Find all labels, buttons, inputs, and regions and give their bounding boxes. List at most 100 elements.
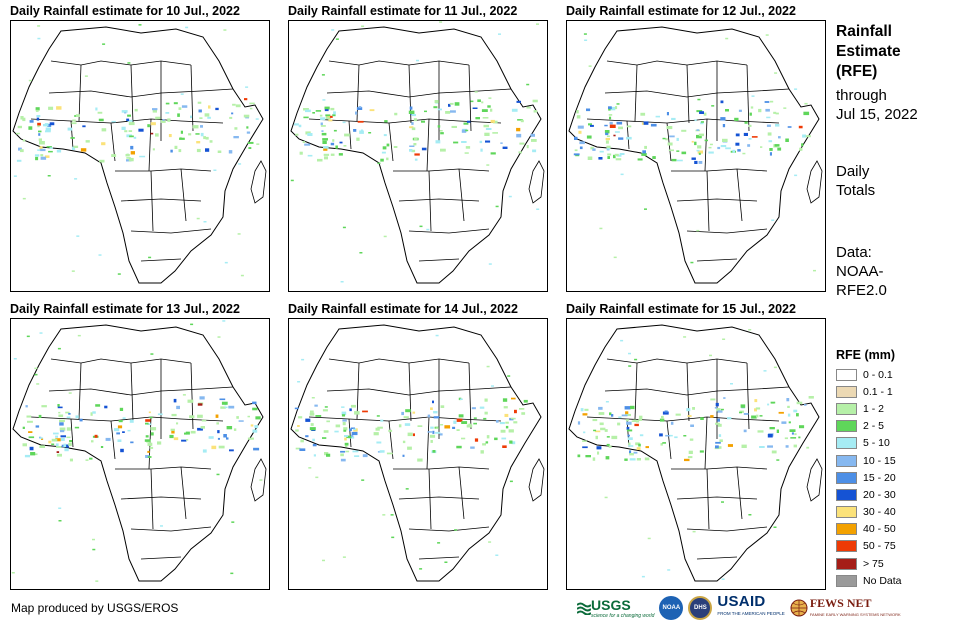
rainfall-cell — [773, 366, 777, 369]
rainfall-cell — [147, 442, 153, 446]
rainfall-cell — [168, 134, 172, 138]
rainfall-cell — [604, 130, 610, 134]
country-border — [190, 64, 194, 132]
rainfall-cell — [490, 119, 495, 123]
rainfall-cell — [298, 124, 302, 128]
rainfall-cell — [124, 130, 128, 133]
rainfall-cell — [226, 437, 229, 440]
rainfall-cell — [739, 411, 742, 414]
rainfall-cell — [344, 435, 348, 437]
rainfall-map — [288, 318, 548, 590]
rainfall-cell — [667, 569, 671, 571]
rainfall-cell — [793, 409, 798, 413]
rainfall-cell — [148, 411, 151, 414]
rainfall-cell — [309, 427, 316, 431]
legend-swatch — [836, 402, 857, 415]
rainfall-cell — [582, 440, 587, 442]
rainfall-cell — [326, 420, 330, 423]
coastline — [290, 26, 542, 284]
rainfall-cell — [473, 417, 477, 419]
rainfall-cell — [68, 392, 72, 394]
rainfall-cell — [748, 138, 752, 140]
rainfall-cell — [190, 115, 193, 119]
rainfall-cell — [64, 448, 69, 452]
rainfall-cell — [252, 407, 258, 411]
rainfall-cell — [27, 420, 33, 423]
through-date-value: Jul 15, 2022 — [836, 106, 918, 123]
rainfall-cell — [356, 107, 363, 110]
rainfall-cell — [407, 446, 412, 450]
rainfall-cell — [297, 381, 301, 383]
legend-label: 20 - 30 — [863, 488, 896, 501]
rainfall-cell — [748, 329, 752, 331]
rainfall-cell — [229, 116, 233, 119]
rainfall-cell — [526, 83, 530, 86]
rainfall-cell — [616, 103, 620, 105]
rainfall-cell — [228, 405, 235, 409]
rainfall-cell — [215, 414, 219, 418]
country-border — [398, 198, 480, 202]
rainfall-cell — [232, 103, 236, 106]
rainfall-cell — [486, 435, 490, 439]
country-border — [704, 118, 708, 172]
rainfall-cell — [368, 132, 372, 134]
rainfall-cell — [709, 354, 712, 357]
rainfall-cell — [51, 443, 55, 445]
rainfall-cell — [357, 120, 364, 123]
rainfall-cell — [480, 450, 484, 454]
rainfall-cell — [720, 145, 727, 148]
rainfall-cell — [196, 141, 201, 144]
rainfall-cell — [618, 137, 624, 140]
panel-title: Daily Rainfall estimate for 14 Jul., 202… — [288, 302, 518, 316]
rainfall-cell — [20, 116, 24, 120]
rainfall-cell — [188, 133, 192, 136]
rainfall-cell — [785, 445, 789, 448]
rainfall-cell — [133, 136, 137, 139]
rainfall-cell — [224, 406, 228, 409]
rainfall-cell — [343, 427, 348, 431]
rainfall-cell — [775, 112, 779, 115]
rainfall-cell — [676, 150, 680, 152]
rainfall-cell — [28, 431, 33, 433]
rainfall-cell — [255, 416, 261, 420]
rainfall-cell — [65, 444, 69, 448]
rainfall-cell — [437, 108, 442, 111]
rainfall-cell — [76, 235, 80, 237]
legend-swatch — [836, 523, 857, 536]
rainfall-cell — [22, 197, 26, 200]
rainfall-cell — [502, 445, 507, 448]
rainfall-cell — [427, 431, 433, 433]
rainfall-cell — [181, 439, 187, 442]
rainfall-cell — [574, 149, 578, 152]
rainfall-cell — [644, 145, 647, 149]
rainfall-cell — [675, 413, 681, 416]
rainfall-cell — [138, 128, 144, 132]
rainfall-cell — [598, 412, 605, 415]
rainfall-cell — [377, 162, 381, 165]
country-border — [704, 416, 708, 470]
rainfall-cell — [608, 445, 612, 448]
rainfall-cell — [127, 114, 131, 117]
rainfall-cell — [575, 154, 580, 157]
rainfall-cell — [440, 424, 444, 426]
rainfall-cell — [608, 106, 612, 110]
rainfall-cell — [319, 114, 323, 117]
rainfall-cell — [778, 411, 784, 414]
rainfall-cell — [720, 117, 726, 121]
country-border — [686, 526, 768, 532]
rainfall-cell — [412, 411, 416, 414]
rainfall-cell — [608, 108, 611, 111]
rainfall-cell — [773, 111, 777, 114]
rainfall-cell — [22, 117, 26, 122]
panel-title: Daily Rainfall estimate for 15 Jul., 202… — [566, 302, 796, 316]
rainfall-cell — [806, 446, 810, 449]
legend-label: 1 - 2 — [863, 402, 885, 415]
rainfall-cell — [763, 370, 767, 372]
rainfall-cell — [71, 122, 77, 125]
rainfall-cell — [361, 25, 365, 27]
rainfall-cell — [29, 446, 34, 451]
rainfall-cell — [686, 408, 691, 412]
rainfall-cell — [40, 156, 47, 160]
rainfall-cell — [689, 438, 694, 441]
rainfall-cell — [405, 488, 409, 490]
